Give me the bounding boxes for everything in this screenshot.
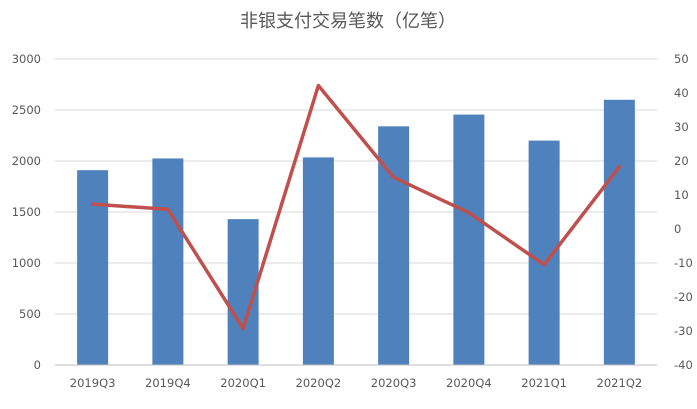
right-tick-label: 40 — [674, 86, 689, 100]
left-tick-label: 0 — [34, 358, 41, 372]
line-point — [467, 211, 471, 215]
x-tick-label: 2020Q3 — [371, 376, 417, 390]
bar — [77, 170, 109, 365]
left-tick-label: 2500 — [12, 103, 41, 117]
left-y-axis: 0 500 1000 1500 2000 2500 3000 — [12, 52, 41, 372]
right-y-axis: -40 -30 -20 -10 0 10 20 30 40 50 — [674, 52, 693, 372]
chart-title: 非银支付交易笔数（亿笔） — [240, 11, 456, 32]
x-tick-label: 2020Q4 — [446, 376, 492, 390]
right-tick-label: 50 — [674, 52, 689, 66]
line-series — [90, 83, 622, 331]
x-tick-label: 2020Q1 — [220, 376, 266, 390]
left-tick-label: 1500 — [12, 205, 41, 219]
left-tick-label: 1000 — [12, 256, 41, 270]
x-tick-label: 2020Q2 — [296, 376, 342, 390]
right-tick-label: 10 — [674, 188, 689, 202]
bar — [453, 114, 485, 365]
left-tick-label: 3000 — [12, 52, 41, 66]
x-axis: 2019Q3 2019Q4 2020Q1 2020Q2 2020Q3 2020Q4 2021… — [55, 364, 657, 390]
line-point — [166, 207, 170, 211]
line-point — [91, 202, 95, 206]
bar — [302, 157, 334, 365]
line-point — [316, 84, 320, 88]
right-tick-label: 20 — [674, 154, 689, 168]
right-tick-label: -30 — [674, 324, 693, 338]
left-tick-label: 500 — [19, 307, 41, 321]
right-tick-label: -20 — [674, 290, 693, 304]
x-tick-label: 2019Q3 — [70, 376, 116, 390]
x-tick-label: 2019Q4 — [145, 376, 191, 390]
gridlines — [55, 58, 657, 315]
growth-line — [90, 83, 622, 331]
line-point — [617, 165, 621, 169]
bar — [152, 158, 184, 365]
right-tick-label: -10 — [674, 256, 693, 270]
x-tick-label: 2021Q1 — [521, 376, 567, 390]
right-tick-label: -40 — [674, 358, 693, 372]
bar-series — [77, 99, 635, 366]
left-tick-label: 2000 — [12, 154, 41, 168]
right-tick-label: 30 — [674, 120, 689, 134]
line-point — [241, 327, 245, 331]
x-tick-label: 2021Q2 — [597, 376, 643, 390]
line-point — [542, 263, 546, 267]
line-point — [392, 175, 396, 179]
right-tick-label: 0 — [674, 222, 681, 236]
bar — [603, 99, 635, 366]
